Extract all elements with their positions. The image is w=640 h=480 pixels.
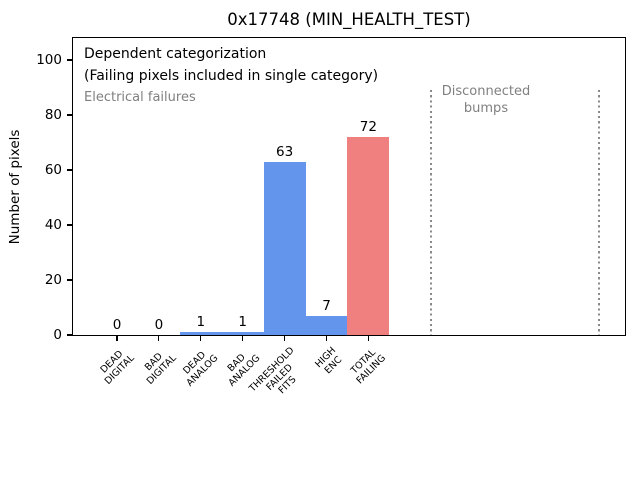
bar-value-dead-digital: 0	[112, 317, 122, 333]
y-tick-label: 0	[53, 327, 62, 343]
y-tick	[67, 59, 72, 61]
x-tick	[158, 336, 160, 341]
annotation-dependent-categorization: Dependent categorization (Failing pixels…	[84, 46, 379, 84]
x-tick	[200, 336, 202, 341]
x-tick	[242, 336, 244, 341]
bar-value-threshold-failed-fits: 63	[276, 143, 294, 160]
bar-value-high-enc: 7	[322, 297, 331, 314]
plot-area: Dependent categorization (Failing pixels…	[72, 37, 626, 336]
chart-title: 0x17748 (MIN_HEALTH_TEST)	[227, 10, 471, 29]
x-tick	[284, 336, 286, 341]
x-tick-label-dead-digital: DEAD DIGITAL	[98, 348, 137, 387]
y-tick-label: 20	[44, 272, 62, 288]
y-tick	[67, 224, 72, 226]
bar-high-enc	[305, 315, 348, 335]
y-tick	[67, 279, 72, 281]
bar-value-total-failing: 72	[359, 119, 377, 135]
x-tick	[367, 336, 369, 341]
y-tick	[67, 334, 72, 336]
y-tick	[67, 114, 72, 116]
x-tick-label-dead-analog: DEAD ANALOG	[181, 349, 221, 389]
annotation-disconnected-bumps: Disconnected bumps	[441, 84, 531, 116]
y-tick-label: 80	[44, 107, 62, 123]
y-tick	[67, 169, 72, 171]
bar-value-bad-digital: 0	[154, 317, 164, 333]
y-tick-label: 100	[36, 52, 62, 68]
x-tick-label-bad-digital: BAD DIGITAL	[142, 350, 179, 387]
bar-dead-analog	[179, 332, 222, 335]
x-tick-label-total-failing: TOTAL FAILING	[348, 347, 388, 387]
bar-value-dead-analog: 1	[196, 314, 206, 331]
annotation-electrical-failures: Electrical failures	[84, 90, 196, 105]
bar-total-failing	[347, 137, 390, 335]
x-tick-label-high-enc: HIGH ENC	[313, 345, 345, 377]
x-tick	[116, 336, 118, 341]
y-tick-label: 40	[44, 217, 62, 233]
x-tick	[325, 336, 328, 341]
bar-value-bad-analog: 1	[238, 314, 247, 331]
bar-threshold-failed-fits	[263, 161, 306, 335]
disconnected-region-vline	[430, 90, 433, 335]
bar-bad-analog	[221, 332, 264, 335]
disconnected-region-vline	[597, 90, 600, 335]
y-tick-label: 60	[44, 162, 62, 178]
